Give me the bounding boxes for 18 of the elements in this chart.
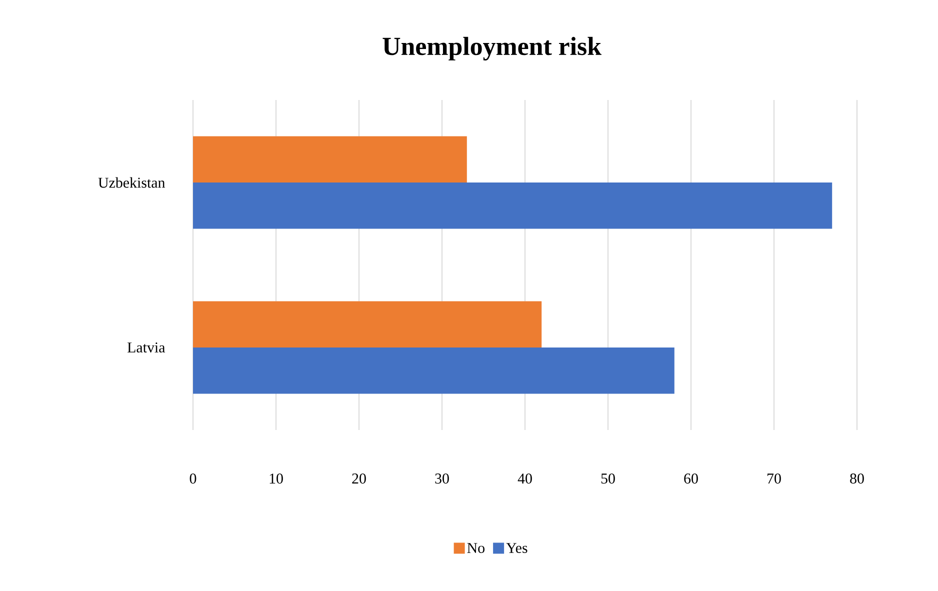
- x-tick-label: 10: [270, 474, 283, 484]
- y-tick-label: Uzbekistan: [98, 177, 166, 188]
- x-tick-label: 60: [684, 474, 698, 484]
- legend-label: Yes: [506, 543, 528, 553]
- y-tick-label: Latvia: [128, 342, 166, 353]
- x-tick-label: 50: [601, 474, 615, 484]
- legend-label: No: [467, 543, 484, 553]
- bar: [193, 301, 542, 348]
- x-tick-label: 20: [352, 474, 366, 484]
- x-tick-label: 40: [518, 474, 532, 484]
- bar: [193, 182, 832, 229]
- bar: [193, 347, 674, 394]
- x-tick-label: 30: [435, 474, 449, 484]
- x-tick-label: 80: [850, 474, 864, 484]
- x-tick-label: 70: [768, 474, 781, 484]
- bar: [193, 136, 467, 182]
- x-tick-label: 0: [190, 474, 196, 484]
- chart-title: Unemployment risk: [382, 36, 602, 60]
